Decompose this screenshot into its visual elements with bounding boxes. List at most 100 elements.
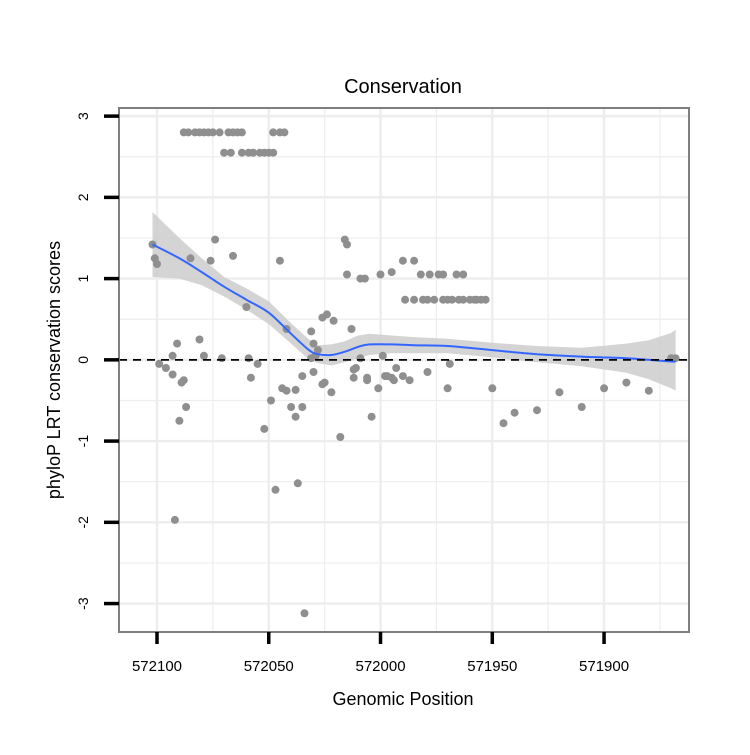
data-point [168,370,177,379]
data-point [410,295,419,304]
data-point [179,376,188,385]
data-point [184,128,193,137]
y-tick-label: 1 [75,274,91,282]
data-point [577,403,586,411]
confidence-band [152,212,676,391]
data-point [336,433,345,441]
data-point [499,419,508,428]
data-point [343,240,351,249]
data-point [533,406,541,415]
data-point [430,295,439,304]
data-point [671,354,680,363]
data-point [423,295,432,304]
data-point [271,485,280,494]
data-point [363,376,372,385]
data-point [298,372,307,381]
data-point [249,148,258,157]
y-tick-label: 2 [75,193,91,201]
data-point [246,373,255,382]
data-point [269,128,278,137]
y-axis-label: phyloP LRT conservation scores [44,241,64,499]
smooth-line [152,243,676,363]
x-tick-label: 572100 [132,658,182,675]
data-point [488,384,497,393]
data-point [206,256,215,265]
y-axis: 3 2 1 0 -1 -2 -3 [75,112,119,610]
data-point [217,354,226,363]
data-point [320,378,329,387]
data-point [287,403,296,411]
data-point [481,295,490,304]
data-point [360,274,369,283]
plot-frame [118,107,690,633]
data-point [510,408,519,417]
x-tick-label: 572050 [244,658,294,675]
data-point [182,403,191,411]
y-tick-label: 3 [75,112,91,120]
data-point [195,335,204,344]
data-point [459,295,468,304]
data-point [269,148,278,157]
data-point [275,256,284,265]
data-point [229,251,237,260]
y-tick-label: 0 [75,356,91,364]
data-point [242,303,251,311]
x-axis-label: Genomic Position [332,689,473,709]
data-point [452,270,461,279]
data-point [398,256,407,265]
data-point [293,479,302,488]
data-point [309,368,318,376]
data-point [307,327,316,336]
data-point [378,351,387,360]
data-point [175,416,184,425]
data-point [555,388,564,397]
data-point [392,364,401,372]
data-point [211,235,220,244]
data-point [622,378,631,387]
data-point [170,515,179,524]
data-point [381,372,389,381]
plot-panel [119,108,689,632]
confidence-ribbon [152,212,676,391]
data-point [309,339,318,348]
data-point [423,368,432,376]
data-point [376,270,385,279]
data-point [208,128,217,137]
data-point [307,354,316,363]
data-point [389,376,398,385]
data-point [425,270,434,279]
y-tick-label: -1 [75,435,91,448]
loess-smooth-line [152,243,676,363]
data-point [443,384,452,393]
x-tick-label: 571950 [467,658,517,675]
data-point [401,295,410,304]
x-axis: 572100 572050 572000 571950 571900 [132,632,629,675]
data-point [416,270,425,279]
data-point [161,364,170,372]
data-point [387,268,396,277]
data-point [173,339,182,348]
data-point [405,376,414,385]
data-point [398,372,407,381]
data-point [282,386,291,395]
data-point [448,295,457,304]
data-point [327,388,336,397]
data-point [367,412,376,421]
y-tick-label: -3 [75,597,91,610]
data-point [300,609,309,618]
data-point [347,325,356,333]
data-point [253,359,262,368]
data-point [237,148,246,157]
data-point [459,270,468,279]
x-tick-label: 572000 [355,658,405,675]
data-point [410,256,419,265]
data-point [199,351,208,360]
data-point [280,128,289,137]
data-point [168,351,177,360]
data-point [600,384,609,393]
data-point [215,128,224,137]
scatter-points [148,128,680,618]
data-point [244,354,253,363]
data-point [220,148,229,157]
